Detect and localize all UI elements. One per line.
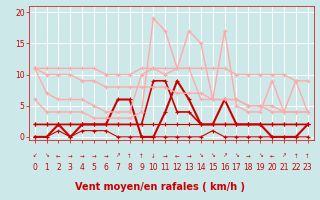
Text: 0: 0 [32,164,37,172]
Text: ↑: ↑ [127,154,132,158]
Text: 16: 16 [220,164,229,172]
Text: 9: 9 [139,164,144,172]
Text: ←: ← [270,154,274,158]
Text: 8: 8 [127,164,132,172]
Text: →: → [104,154,108,158]
Text: 12: 12 [172,164,182,172]
Text: ↙: ↙ [32,154,37,158]
Text: ↗: ↗ [116,154,120,158]
Text: 2: 2 [56,164,61,172]
Text: ↑: ↑ [305,154,310,158]
Text: →: → [187,154,191,158]
Text: 10: 10 [148,164,158,172]
Text: ←: ← [175,154,180,158]
Text: 23: 23 [303,164,312,172]
Text: 21: 21 [279,164,289,172]
Text: →: → [80,154,84,158]
Text: →: → [92,154,96,158]
Text: 18: 18 [244,164,253,172]
Text: ↓: ↓ [151,154,156,158]
Text: Vent moyen/en rafales ( km/h ): Vent moyen/en rafales ( km/h ) [75,182,245,192]
Text: 13: 13 [184,164,194,172]
Text: 1: 1 [44,164,49,172]
Text: 14: 14 [196,164,206,172]
Text: ↗: ↗ [282,154,286,158]
Text: 17: 17 [232,164,241,172]
Text: ←: ← [56,154,61,158]
Text: ↑: ↑ [139,154,144,158]
Text: →: → [68,154,73,158]
Text: 4: 4 [80,164,84,172]
Text: ↘: ↘ [258,154,262,158]
Text: ↘: ↘ [198,154,203,158]
Text: 11: 11 [161,164,170,172]
Text: 7: 7 [116,164,120,172]
Text: ↘: ↘ [211,154,215,158]
Text: 5: 5 [92,164,97,172]
Text: 6: 6 [103,164,108,172]
Text: ↘: ↘ [44,154,49,158]
Text: ↑: ↑ [293,154,298,158]
Text: ↘: ↘ [234,154,239,158]
Text: 3: 3 [68,164,73,172]
Text: 22: 22 [291,164,300,172]
Text: 15: 15 [208,164,218,172]
Text: 19: 19 [255,164,265,172]
Text: 20: 20 [267,164,277,172]
Text: →: → [246,154,251,158]
Text: ↗: ↗ [222,154,227,158]
Text: →: → [163,154,168,158]
